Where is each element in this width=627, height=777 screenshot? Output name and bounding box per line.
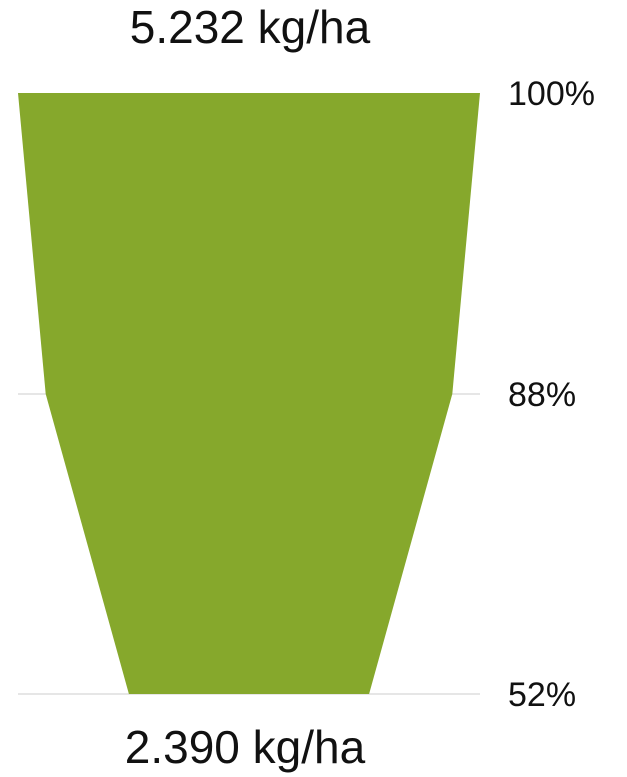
stage-percent-label: 52% — [508, 676, 576, 714]
top-value-label: 5.232 kg/ha — [129, 1, 371, 53]
funnel-shape — [18, 93, 480, 694]
stage-percent-label: 88% — [508, 376, 576, 414]
stage-percent-label: 100% — [508, 75, 595, 113]
bottom-value-label: 2.390 kg/ha — [124, 721, 366, 773]
